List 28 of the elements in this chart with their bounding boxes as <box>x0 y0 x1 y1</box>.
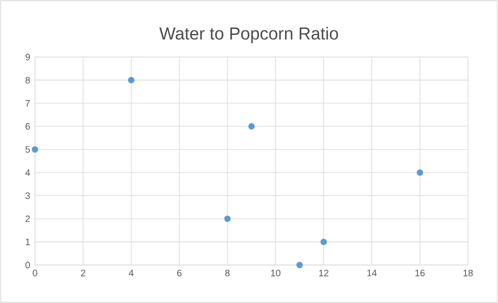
chart-title: Water to Popcorn Ratio <box>159 26 338 44</box>
point <box>416 169 424 176</box>
x-tick-label: 4 <box>128 270 134 276</box>
y-tick-label: 8 <box>26 76 30 84</box>
y-tick-label: 7 <box>26 100 30 106</box>
y-tick-label: 0 <box>25 262 30 268</box>
x-tick-label: 14 <box>367 270 377 276</box>
x-tick-label: 0 <box>32 270 38 276</box>
y-tick-label: 3 <box>25 192 30 199</box>
x-tick-label: 6 <box>177 270 182 276</box>
point <box>32 146 38 153</box>
x-tick-label: 12 <box>319 270 328 276</box>
x-tick-label: 8 <box>225 270 230 276</box>
y-tick-label: 4 <box>25 169 30 176</box>
x-tick-label: 18 <box>464 270 473 276</box>
point <box>320 238 327 246</box>
y-tick-label: 5 <box>25 146 30 153</box>
y-tick-label: 9 <box>26 54 30 60</box>
y-tick-label: 1 <box>26 238 30 246</box>
point <box>224 216 231 222</box>
point <box>128 76 134 84</box>
y-tick-label: 2 <box>26 216 30 222</box>
y-tick-label: 6 <box>26 123 30 130</box>
x-tick-label: 16 <box>415 270 425 276</box>
x-tick-label: 10 <box>271 270 280 276</box>
point <box>296 262 303 268</box>
point <box>248 123 255 130</box>
x-tick-label: 2 <box>80 270 86 276</box>
